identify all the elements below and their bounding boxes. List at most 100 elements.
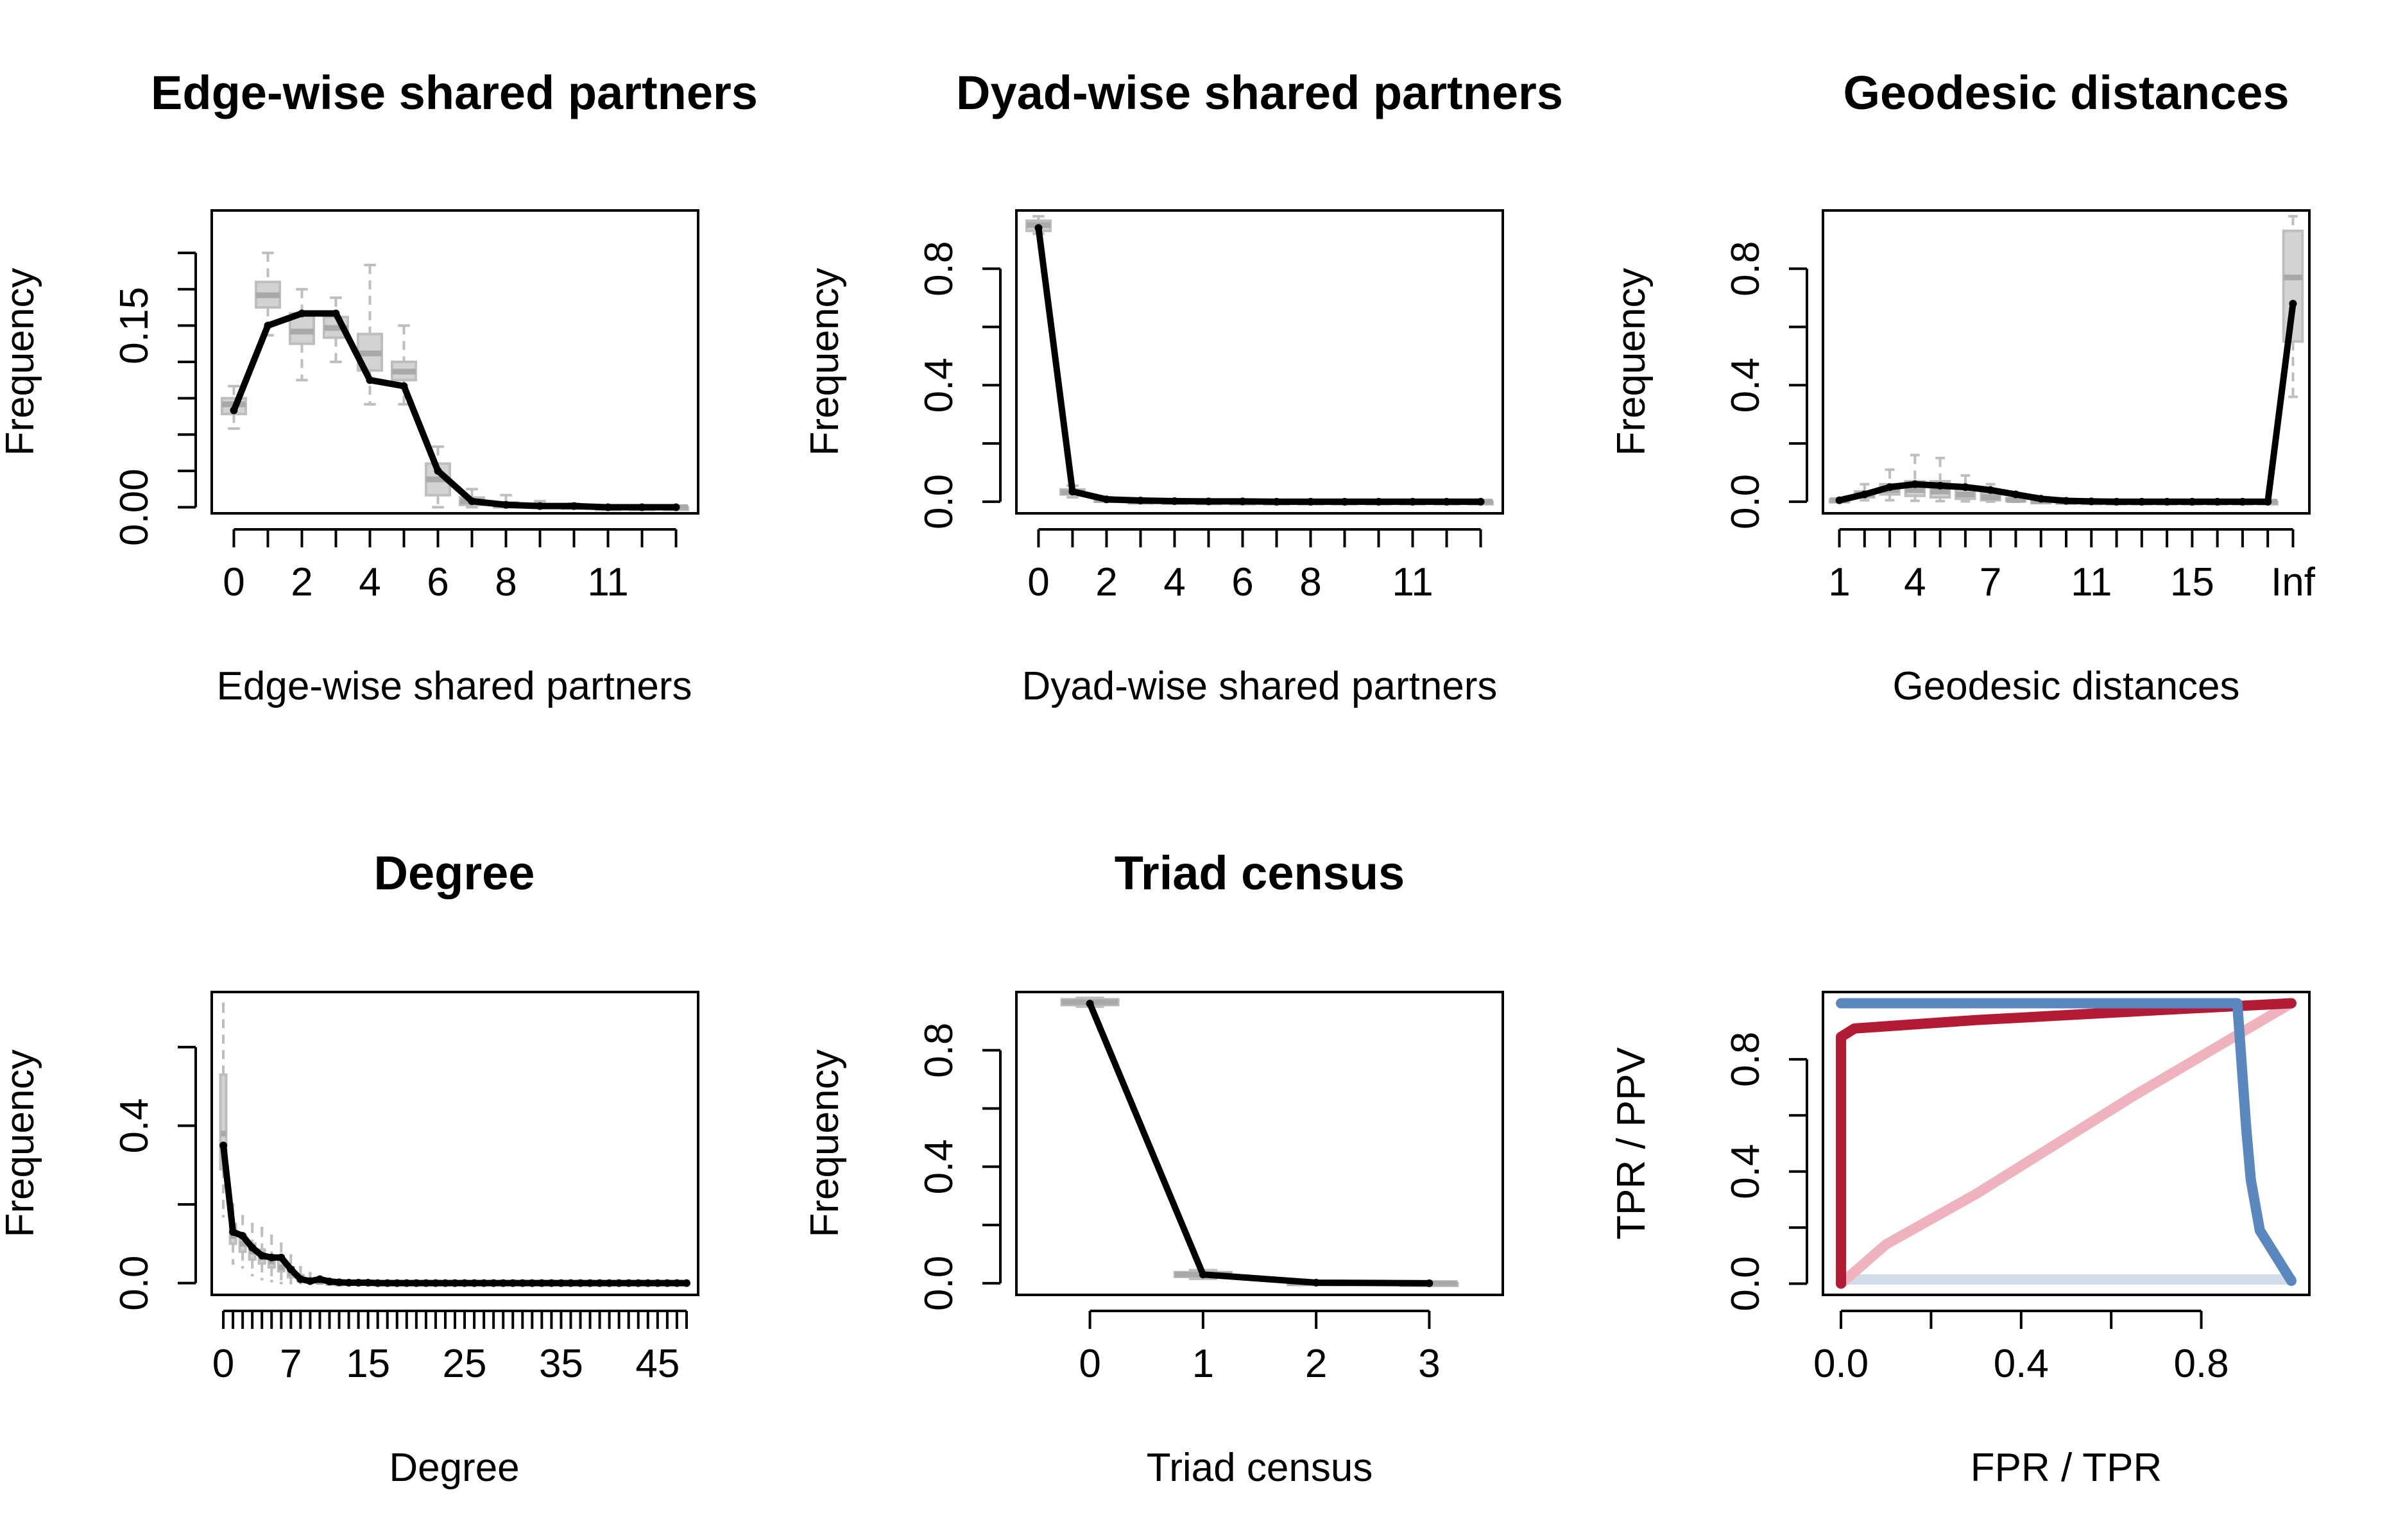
observed-point: [2012, 490, 2020, 499]
observed-point: [2188, 497, 2196, 506]
panels: Edge-wise shared partners Edge-wise share…: [0, 66, 2316, 1490]
observed-point: [2062, 497, 2070, 505]
observed-point: [277, 1253, 286, 1262]
observed-point: [2112, 497, 2121, 506]
observed-point: [364, 1278, 372, 1287]
observed-point: [1408, 497, 1417, 506]
observed-point: [2289, 300, 2297, 308]
observed-point: [400, 382, 408, 390]
observed-point: [538, 1279, 546, 1287]
observed-point: [2238, 497, 2246, 506]
x-tick-label: 4: [359, 560, 381, 604]
boxplot-esp-1: [254, 252, 282, 337]
observed-point: [672, 1279, 681, 1287]
observed-point: [536, 502, 544, 510]
y-tick-label: 0.0: [1724, 474, 1768, 529]
observed-point: [502, 501, 510, 509]
panel-esp: Edge-wise shared partners Edge-wise share…: [0, 66, 758, 708]
observed-point: [402, 1279, 411, 1287]
observed-point: [1086, 1000, 1094, 1008]
observed-point: [383, 1279, 391, 1287]
observed-point: [605, 1279, 613, 1287]
x-tick-label: 45: [635, 1342, 680, 1386]
panel-geo: Geodesic distances Geodesic distances Freq…: [1609, 66, 2316, 708]
observed-point: [1340, 497, 1349, 506]
x-tick-label: 2: [1095, 560, 1117, 604]
observed-point: [239, 1232, 247, 1240]
observed-point: [1312, 1278, 1321, 1287]
observed-point: [219, 1142, 228, 1150]
observed-point: [441, 1279, 449, 1287]
observed-point: [1306, 497, 1315, 506]
boxplot-esp-5: [390, 324, 418, 406]
panel-dsp: Dyad-wise shared partners Dyad-wise share…: [803, 66, 1563, 708]
observed-point: [663, 1279, 671, 1287]
observed-point: [653, 1279, 662, 1287]
y-axis-dsp: 0.0 0.4 0.8: [917, 241, 1002, 529]
panel-roc: FPR / TPR TPR / PPV 0.0 0.4 0.8 0.0 0.4 0.8: [1609, 991, 2311, 1490]
observed-line-dsp: [1035, 225, 1484, 505]
x-axis-geo: 1 4 7 11 15 Inf: [1828, 528, 2316, 604]
observed-point: [1835, 496, 1844, 504]
observed-point: [354, 1278, 363, 1287]
y-axis-label-roc: TPR / PPV: [1609, 1047, 1654, 1239]
observed-point: [431, 1279, 440, 1287]
x-axis-label-roc: FPR / TPR: [1971, 1446, 2162, 1490]
observed-point: [1034, 224, 1043, 232]
panel-title-geo: Geodesic distances: [1843, 66, 2289, 119]
observed-point: [518, 1279, 527, 1287]
observed-point: [604, 503, 612, 511]
x-tick-label: 6: [1231, 560, 1253, 604]
observed-point: [480, 1279, 488, 1287]
x-axis-deg: 0 7 15 25 35 45: [212, 1310, 688, 1386]
plot-frame-deg: [210, 991, 699, 1296]
observed-point: [1102, 495, 1111, 504]
observed-point: [567, 1279, 575, 1287]
panel-title-deg: Degree: [374, 846, 535, 900]
y-tick-label: 0.0: [917, 474, 961, 529]
observed-point: [595, 1279, 604, 1287]
y-tick-label: 0.0: [112, 1256, 157, 1311]
observed-point: [393, 1279, 401, 1287]
y-axis-esp: 0.00 0.15: [112, 252, 197, 546]
x-tick-label: 15: [346, 1342, 390, 1386]
x-tick-label: 0: [1079, 1342, 1100, 1386]
observed-point: [1961, 483, 1969, 492]
y-tick-label: 0.15: [112, 287, 157, 364]
observed-point: [1170, 497, 1179, 505]
y-tick-label: 0.8: [1724, 241, 1768, 296]
observed-point: [268, 1253, 276, 1262]
y-tick-label: 0.0: [917, 1256, 961, 1311]
observed-point: [434, 466, 442, 475]
panel-title-triad: Triad census: [1115, 846, 1405, 900]
y-tick-label: 0.8: [917, 241, 961, 296]
observed-point: [335, 1278, 343, 1287]
plot-frame-esp: [210, 209, 699, 515]
observed-point: [1374, 497, 1383, 506]
x-tick-label: 0.0: [1813, 1342, 1869, 1386]
y-axis-label-deg: Frequency: [0, 1050, 42, 1238]
observed-point: [2137, 497, 2146, 506]
x-tick-label: 11: [587, 560, 628, 604]
x-tick-label: 1: [1192, 1342, 1214, 1386]
y-tick-label: 0.8: [917, 1023, 961, 1078]
observed-point: [1936, 481, 1944, 490]
x-axis-esp: 0 2 4 6 8 11: [223, 528, 678, 604]
observed-point: [634, 1279, 642, 1287]
observed-point: [557, 1279, 565, 1287]
observed-point: [490, 1279, 498, 1287]
observed-point: [258, 1251, 266, 1260]
observed-point: [682, 1279, 690, 1287]
observed-point: [1204, 497, 1213, 506]
observed-point: [499, 1279, 508, 1287]
observed-point: [1987, 486, 1995, 494]
observed-point: [644, 1279, 652, 1287]
x-tick-label: 6: [427, 560, 449, 604]
observed-point: [615, 1279, 623, 1287]
observed-point: [345, 1278, 353, 1287]
x-tick-label: 0.8: [2173, 1342, 2229, 1386]
x-tick-label: 0: [1027, 560, 1049, 604]
observed-point: [248, 1244, 257, 1252]
